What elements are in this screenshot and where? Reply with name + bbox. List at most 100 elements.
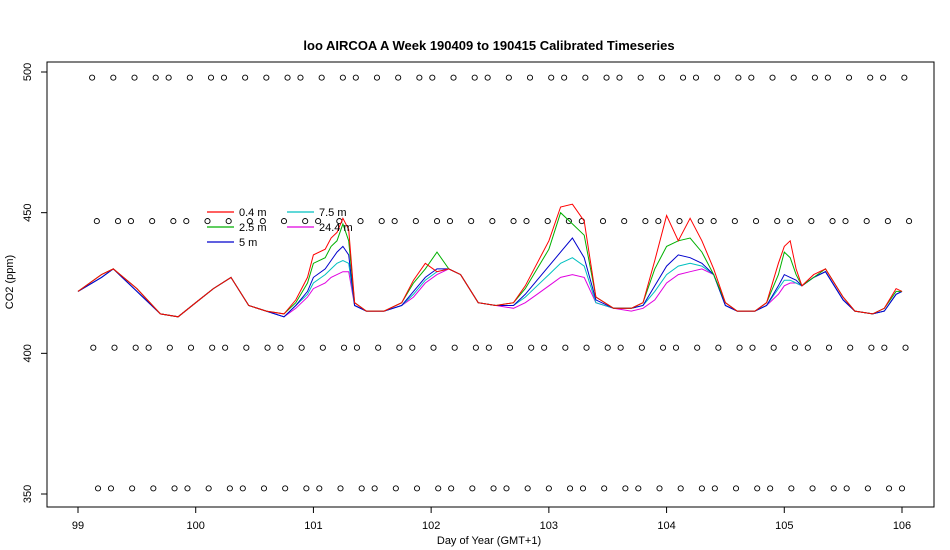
- marker-point: [375, 344, 382, 351]
- marker-point: [433, 218, 441, 225]
- marker-point: [166, 344, 173, 351]
- marker-point: [260, 485, 268, 492]
- marker-point: [145, 344, 152, 351]
- marker-point: [767, 485, 774, 492]
- legend-label: 5 m: [239, 237, 257, 249]
- x-tick-label: 99: [72, 520, 84, 532]
- marker-point: [357, 218, 364, 225]
- marker-point: [378, 218, 385, 225]
- marker-point: [642, 218, 649, 225]
- marker-point: [562, 344, 569, 351]
- series-line-0-4-m: [77, 203, 903, 318]
- marker-point: [484, 74, 491, 81]
- x-tick-label: 105: [775, 520, 793, 532]
- marker-point: [246, 218, 253, 225]
- legend-label: 2.5 m: [239, 222, 267, 234]
- marker-point: [239, 485, 246, 492]
- marker-point: [114, 218, 122, 225]
- marker-point: [658, 74, 665, 81]
- marker-point: [340, 344, 348, 351]
- marker-point: [842, 218, 849, 225]
- marker-point: [561, 74, 568, 81]
- marker-point: [881, 344, 888, 351]
- marker-point: [863, 218, 870, 225]
- marker-point: [524, 485, 531, 492]
- marker-point: [297, 74, 304, 81]
- marker-point: [544, 218, 551, 225]
- marker-point: [843, 485, 850, 492]
- chart-title: loo AIRCOA A Week 190409 to 190415 Calib…: [303, 38, 674, 53]
- x-tick-label: 101: [304, 520, 322, 532]
- legend: 0.4 m 7.5 m 2.5 m 24.4 m 5 m: [207, 207, 353, 249]
- marker-point: [599, 218, 607, 225]
- marker-point: [791, 344, 798, 351]
- marker-point: [790, 74, 797, 81]
- marker-point: [830, 485, 837, 492]
- marker-point: [676, 218, 683, 225]
- y-axis: 350 400 450 500: [22, 63, 48, 503]
- marker-point: [429, 74, 436, 81]
- marker-point: [412, 218, 419, 225]
- marker-point: [259, 218, 266, 225]
- marker-point: [264, 344, 271, 351]
- marker-point: [710, 218, 717, 225]
- marker-point: [510, 218, 517, 225]
- marker-point: [528, 344, 535, 351]
- marker-point: [732, 485, 740, 492]
- marker-point: [731, 218, 738, 225]
- marker-point: [226, 485, 233, 492]
- marker-point: [788, 485, 795, 492]
- marker-point: [824, 74, 831, 81]
- marker-point: [616, 74, 623, 81]
- marker-point: [263, 74, 270, 81]
- y-tick-label: 450: [22, 203, 34, 221]
- marker-point: [506, 344, 514, 351]
- marker-point: [220, 74, 228, 81]
- marker-point: [656, 485, 663, 492]
- marker-point: [901, 74, 908, 81]
- marker-point: [395, 74, 402, 81]
- marker-point: [526, 74, 534, 81]
- marker-point: [446, 218, 454, 225]
- marker-point: [505, 74, 512, 81]
- marker-point: [622, 485, 629, 492]
- marker-point: [565, 218, 572, 225]
- marker-point: [435, 485, 442, 492]
- series-line-7-5-m: [77, 257, 903, 318]
- marker-point: [811, 74, 818, 81]
- marker-point: [579, 485, 587, 492]
- marker-point: [680, 74, 687, 81]
- marker-point: [868, 344, 875, 351]
- marker-point: [318, 74, 325, 81]
- legend-label: 7.5 m: [319, 207, 347, 219]
- marker-point: [748, 74, 755, 81]
- legend-label: 0.4 m: [239, 207, 267, 219]
- marker-point: [804, 344, 811, 351]
- y-axis-label: CO2 (ppm): [4, 255, 16, 309]
- marker-point: [209, 344, 216, 351]
- marker-point: [150, 485, 157, 492]
- marker-point: [770, 344, 777, 351]
- marker-point: [638, 344, 645, 351]
- marker-point: [93, 218, 100, 225]
- marker-point: [186, 74, 193, 81]
- marker-point: [396, 344, 403, 351]
- marker-point: [583, 344, 590, 351]
- marker-point: [769, 74, 776, 81]
- marker-point: [469, 485, 476, 492]
- marker-point: [714, 74, 721, 81]
- marker-point: [448, 485, 455, 492]
- marker-point: [353, 344, 361, 351]
- marker-point: [736, 344, 743, 351]
- marker-point: [672, 344, 680, 351]
- marker-point: [715, 344, 722, 351]
- marker-point: [222, 344, 229, 351]
- marker-point: [129, 485, 136, 492]
- marker-point: [371, 485, 378, 492]
- marker-point: [409, 344, 416, 351]
- marker-point: [373, 74, 381, 81]
- marker-point: [282, 485, 289, 492]
- marker-point: [548, 74, 555, 81]
- marker-point: [884, 218, 891, 225]
- marker-point: [472, 344, 479, 351]
